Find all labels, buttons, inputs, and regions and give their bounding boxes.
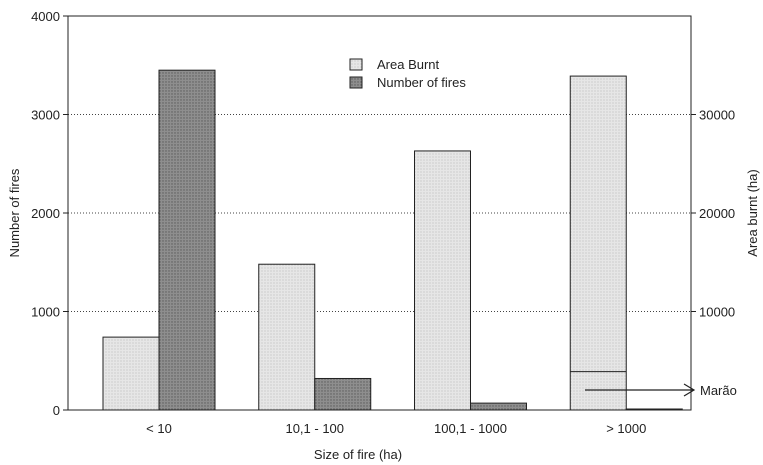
right-axis-ticks: 10000 20000 30000 — [691, 108, 735, 320]
y-tick-label-left: 1000 — [31, 305, 60, 320]
y-tick-label-right: 30000 — [699, 108, 735, 123]
y-tick-label-left: 3000 — [31, 108, 60, 123]
bar-area-burnt — [569, 75, 627, 411]
bar-number-of-fires — [314, 377, 372, 411]
x-tick-label: 10,1 - 100 — [285, 421, 344, 436]
legend-label-area-burnt: Area Burnt — [377, 57, 440, 72]
y-tick-label-left: 4000 — [31, 9, 60, 24]
legend: Area Burnt Number of fires — [349, 57, 466, 90]
bars — [102, 69, 683, 411]
y-axis-label-left: Number of fires — [7, 168, 22, 257]
annotation-label: Marão — [700, 383, 737, 398]
x-axis-label: Size of fire (ha) — [314, 447, 402, 462]
y-tick-label-right: 10000 — [699, 305, 735, 320]
x-axis-tick-labels: < 10 10,1 - 100 100,1 - 1000 > 1000 — [146, 421, 646, 436]
y-tick-label-right: 20000 — [699, 206, 735, 221]
annotation-marao: Marão — [585, 383, 737, 398]
legend-swatch-number-of-fires — [349, 76, 363, 89]
x-tick-label: > 1000 — [606, 421, 646, 436]
legend-label-number-of-fires: Number of fires — [377, 75, 466, 90]
x-tick-label: 100,1 - 1000 — [434, 421, 507, 436]
bar-area-burnt — [414, 150, 471, 411]
left-axis-ticks: 0 1000 2000 3000 4000 — [31, 9, 68, 418]
bar-number-of-fires — [470, 402, 527, 411]
y-tick-label-left: 0 — [53, 403, 60, 418]
legend-swatch-area-burnt — [349, 58, 363, 71]
bar-area-burnt — [102, 336, 160, 411]
annotation-arrow-head — [683, 383, 696, 397]
bar-number-of-fires — [158, 69, 216, 411]
y-tick-label-left: 2000 — [31, 206, 60, 221]
bar-area-burnt — [258, 263, 316, 411]
x-tick-label: < 10 — [146, 421, 172, 436]
y-axis-label-right: Area burnt (ha) — [745, 169, 760, 256]
